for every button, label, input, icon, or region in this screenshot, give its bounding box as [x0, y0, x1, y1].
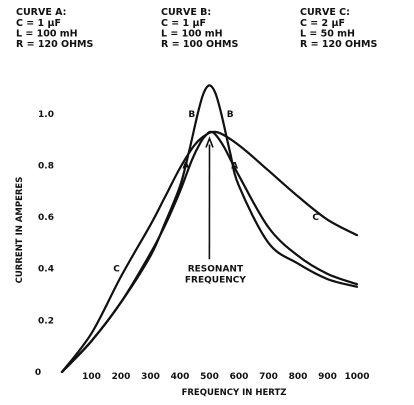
curve-label-c-6: C: [312, 213, 319, 223]
y-tick-0.2: 0.2: [38, 316, 54, 326]
x-tick-500: 500: [200, 372, 219, 382]
x-tick-900: 900: [318, 372, 337, 382]
x-tick-800: 800: [289, 372, 308, 382]
x-tick-400: 400: [171, 372, 190, 382]
caption-line-3-3: R = 120 OHMS: [300, 39, 378, 50]
caption-line-3-1: C = 2 µF: [300, 18, 345, 29]
arrow-head-icon: [205, 136, 214, 148]
caption-line-1-2: L = 100 mH: [16, 29, 78, 40]
curve-c: [60, 130, 359, 374]
x-tick-300: 300: [141, 372, 160, 382]
y-axis-label-group: CURRENT IN AMPERES: [15, 177, 25, 284]
caption-title-1: CURVE A:: [16, 7, 66, 18]
annotation-line-2: FREQUENCY: [185, 275, 246, 285]
y-tick-labels: 0 0.2 0.4 0.6 0.8 1.0: [35, 110, 54, 378]
x-tick-600: 600: [230, 372, 249, 382]
x-tick-1000: 1000: [344, 372, 369, 382]
curve-labels: A A B B C C: [113, 110, 319, 275]
curve-label-c-5: C: [113, 265, 120, 275]
x-tick-200: 200: [112, 372, 131, 382]
y-tick-0: 0: [35, 368, 41, 378]
curve-b: [60, 84, 359, 374]
curve-label-a-2: A: [231, 161, 238, 171]
curve-label-b-4: B: [227, 110, 234, 120]
caption-line-1-1: C = 1 µF: [16, 18, 61, 29]
y-tick-0.4: 0.4: [38, 265, 54, 275]
caption-line-3-2: L = 50 mH: [300, 29, 355, 40]
caption-line-1-3: R = 120 OHMS: [16, 39, 94, 50]
y-tick-0.8: 0.8: [38, 161, 54, 171]
annotation-line-1: RESONANT: [188, 264, 244, 274]
curve-series: [60, 84, 359, 374]
caption-title-3: CURVE C:: [300, 7, 350, 18]
caption-line-2-3: R = 100 OHMS: [161, 39, 239, 50]
caption-title-2: CURVE B:: [161, 7, 211, 18]
curve-captions: CURVE A:C = 1 µFL = 100 mHR = 120 OHMSCU…: [16, 7, 378, 50]
x-tick-700: 700: [259, 372, 278, 382]
y-axis-label: CURRENT IN AMPERES: [15, 177, 25, 284]
x-tick-labels: 100 200 300 400 500 600 700 800 900 1000: [82, 372, 369, 382]
x-tick-100: 100: [82, 372, 101, 382]
y-tick-0.6: 0.6: [38, 213, 54, 223]
x-axis-label: FREQUENCY IN HERTZ: [182, 388, 287, 398]
caption-line-2-2: L = 100 mH: [161, 29, 223, 40]
curve-label-a-1: A: [182, 161, 189, 171]
y-tick-1.0: 1.0: [38, 110, 54, 120]
curve-label-b-3: B: [188, 110, 195, 120]
caption-line-2-1: C = 1 µF: [161, 18, 206, 29]
